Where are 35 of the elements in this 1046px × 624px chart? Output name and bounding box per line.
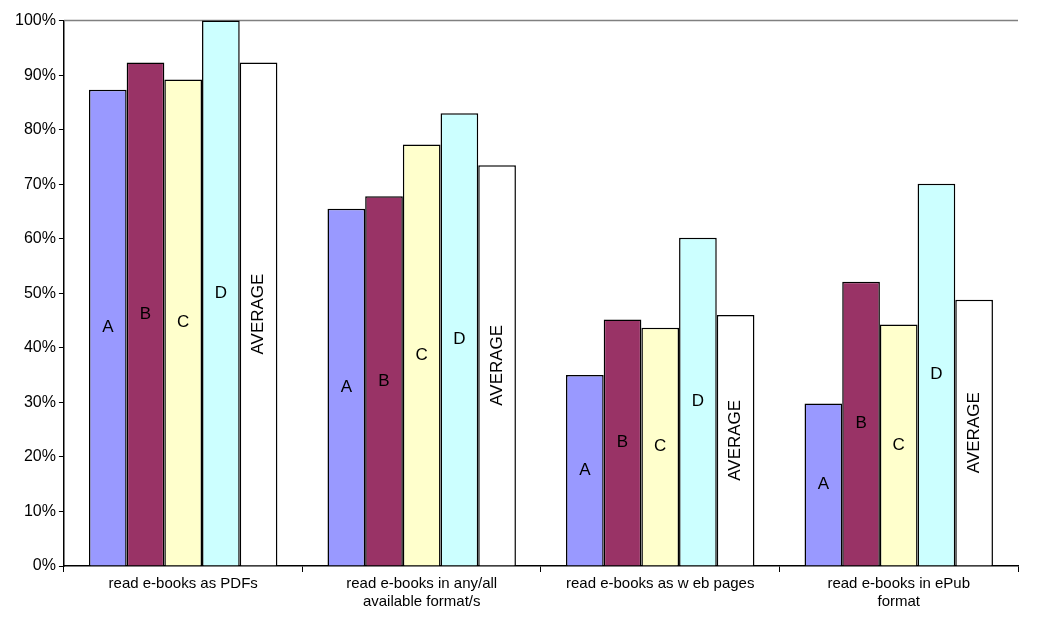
text: B [616, 432, 629, 452]
y-tick-label: 90% [23, 65, 56, 83]
y-tick-label: 50% [23, 283, 56, 301]
y-tick-label: 70% [23, 174, 56, 192]
text: B [855, 413, 867, 433]
text: C [415, 344, 428, 364]
x-tick-label: read e-books in any/all available format/s [346, 574, 498, 610]
text: B [139, 303, 152, 323]
y-tick-label: 60% [23, 229, 56, 247]
text: AVERAGE [725, 399, 745, 481]
y-tick-label: 40% [23, 338, 56, 356]
y-tick-label: 80% [23, 120, 56, 138]
text: AVERAGE [248, 273, 268, 355]
y-tick-label: 30% [23, 392, 56, 410]
x-tick-label: read e-books as PDFs [108, 574, 258, 592]
series-label: C [654, 436, 667, 456]
text: AVERAGE [963, 392, 983, 474]
text: D [691, 391, 705, 411]
series-label: AVERAGE [486, 324, 506, 406]
series-label: D [930, 364, 943, 384]
text: D [453, 329, 466, 349]
text: A [817, 474, 830, 494]
series-label: B [378, 370, 390, 390]
text: A [102, 317, 114, 337]
y-tick-label: 10% [23, 501, 56, 519]
y-tick-label: 0% [32, 556, 56, 574]
text: C [177, 312, 190, 332]
y-tick-label: 100% [15, 11, 56, 29]
x-tick-label: read e-books in ePub format [827, 574, 971, 610]
text: D [214, 282, 228, 302]
text: A [340, 376, 352, 396]
x-tick-label: read e-books as w eb pages [565, 574, 755, 592]
series-label: A [579, 459, 592, 479]
y-tick-label: 20% [23, 447, 56, 465]
text: C [892, 434, 905, 454]
